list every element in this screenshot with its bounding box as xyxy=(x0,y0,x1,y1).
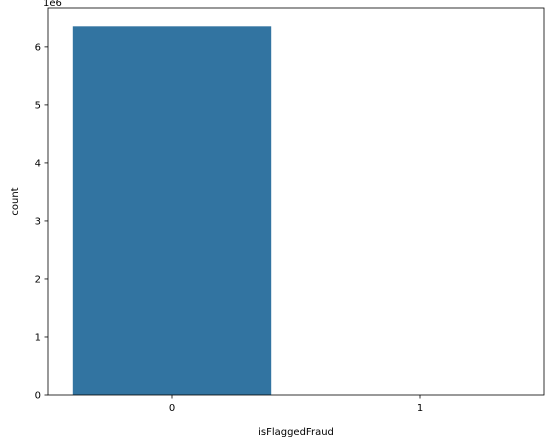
y-tick-label: 2 xyxy=(35,274,41,285)
x-tick-label: 0 xyxy=(169,403,175,414)
y-tick-label: 1 xyxy=(35,332,41,343)
y-tick-label: 0 xyxy=(35,391,41,402)
y-tick-label: 3 xyxy=(35,216,41,227)
plot-frame xyxy=(47,7,545,396)
y-tick-label: 5 xyxy=(35,100,41,111)
y-tick-label: 6 xyxy=(35,42,41,53)
y-tick-label: 4 xyxy=(35,158,41,169)
x-axis-label: isFlaggedFraud xyxy=(258,427,334,438)
x-tick-label: 1 xyxy=(417,403,423,414)
y-ticks-group: 0 1 2 3 4 5 6 xyxy=(35,42,48,402)
y-offset-label: 1e6 xyxy=(43,0,62,9)
axes-group xyxy=(47,7,545,396)
y-axis-label: count xyxy=(10,187,21,215)
bars-group xyxy=(72,26,520,396)
bar-0 xyxy=(72,26,272,396)
